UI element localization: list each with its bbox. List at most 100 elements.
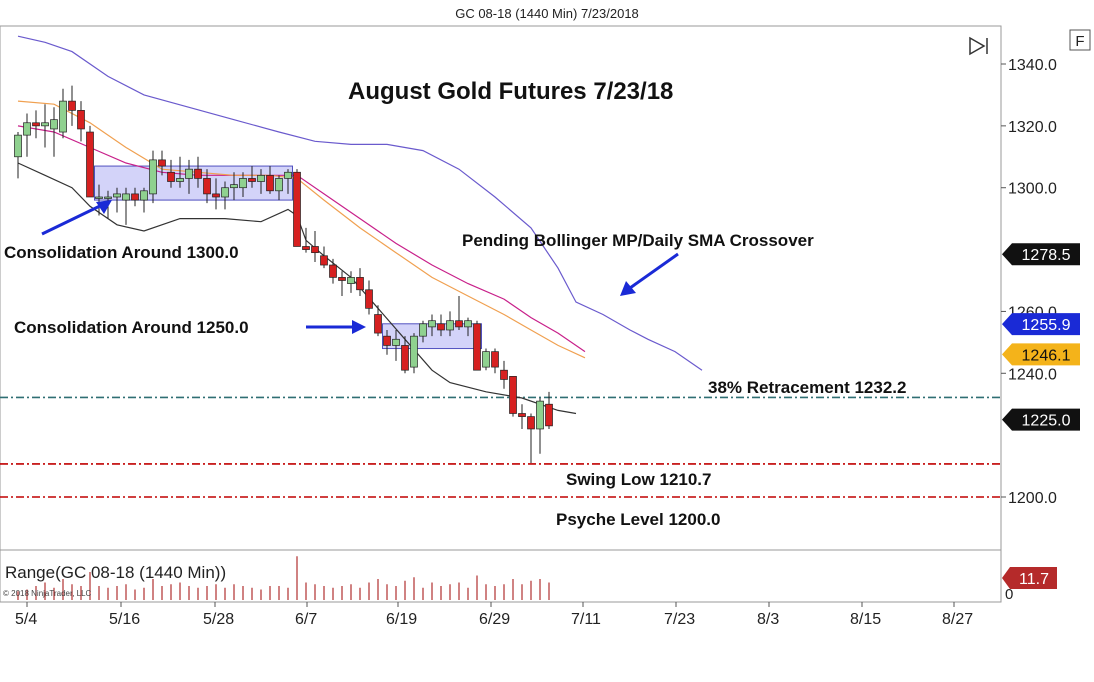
- bollinger-lower-line: [17, 162, 577, 415]
- candle-body: [140, 190, 148, 201]
- retracement-label: 38% Retracement 1232.2: [708, 378, 906, 397]
- psyche-level-label: Psyche Level 1200.0: [556, 510, 720, 529]
- candle-body: [14, 134, 22, 158]
- candle-body: [185, 168, 193, 179]
- range-current-value: 11.7: [1019, 571, 1049, 588]
- price-tag: [1002, 243, 1080, 266]
- candle-body: [437, 323, 445, 331]
- price-tags: 1278.5 1255.9 1246.1 1225.0: [1002, 243, 1080, 431]
- candle-body: [176, 178, 184, 182]
- candle-body: [77, 110, 85, 130]
- window-title: GC 08-18 (1440 Min) 7/23/2018: [455, 6, 639, 21]
- candle-body: [536, 400, 544, 430]
- candle-body: [86, 131, 94, 198]
- price-tag: [1002, 343, 1080, 366]
- price-tag: [1002, 313, 1080, 336]
- candle-body: [374, 314, 382, 334]
- candle-body: [131, 193, 139, 201]
- f-button-label: F: [1075, 33, 1084, 50]
- candle-body: [302, 246, 310, 250]
- candle-body: [248, 178, 256, 182]
- copyright-text: © 2018 NinjaTrader, LLC: [3, 589, 92, 598]
- candle-body: [275, 178, 283, 192]
- candle-body: [383, 335, 391, 346]
- candle-body: [221, 187, 229, 198]
- candle-body: [320, 255, 328, 266]
- x-axis: 5/4 5/16 5/28 6/7 6/19 6/29 7/11 7/23 8/3 8/15 8/2…: [15, 602, 973, 628]
- candle-body: [365, 289, 373, 309]
- candle-body: [194, 168, 202, 179]
- candle-body: [482, 351, 490, 368]
- x-tick-label: 5/4: [15, 611, 37, 628]
- candle-body: [203, 178, 211, 195]
- candle-body: [509, 376, 517, 414]
- candle-body: [230, 184, 238, 189]
- x-tick-label: 6/19: [386, 611, 417, 628]
- reference-lines: [0, 396, 1000, 498]
- x-tick-label: 6/29: [479, 611, 510, 628]
- candle-body: [527, 416, 535, 430]
- price-tag-label: 1225.0: [1022, 413, 1071, 430]
- candle-body: [167, 171, 175, 182]
- f-button[interactable]: F: [1069, 29, 1091, 51]
- candle-body: [545, 403, 553, 427]
- arrow-to-crossover: [620, 252, 679, 296]
- candle-body: [500, 369, 508, 380]
- x-tick-label: 7/11: [571, 611, 601, 628]
- y-tick-label: 1340.0: [1008, 57, 1057, 74]
- candle-body: [23, 122, 31, 136]
- candle-body: [401, 345, 409, 371]
- price-tag: [1002, 408, 1080, 431]
- candle-body: [158, 159, 166, 167]
- candle-body: [122, 193, 130, 201]
- x-tick-label: 7/23: [664, 611, 695, 628]
- y-tick-label: 1240.0: [1008, 366, 1057, 383]
- consolidation-1250-label: Consolidation Around 1250.0: [14, 318, 249, 337]
- daily-sma-line: [17, 100, 586, 359]
- candles: [14, 85, 553, 463]
- candle-body: [347, 277, 355, 284]
- consolidation-1300-label: Consolidation Around 1300.0: [4, 243, 239, 262]
- bollinger-upper-line: [17, 35, 703, 371]
- candle-body: [518, 413, 526, 417]
- candle-body: [59, 100, 67, 133]
- candle-body: [50, 119, 58, 130]
- candle-body: [266, 174, 274, 192]
- candle-body: [239, 178, 247, 189]
- bollinger-midpoint-line: [17, 125, 586, 353]
- candle-body: [410, 335, 418, 368]
- swing-low-label: Swing Low 1210.7: [566, 470, 712, 489]
- x-tick-label: 8/27: [942, 611, 973, 628]
- candle-body: [311, 246, 319, 254]
- indicator-overlays: [17, 35, 703, 415]
- candle-body: [338, 277, 346, 281]
- candle-body: [284, 171, 292, 179]
- candle-body: [41, 122, 49, 127]
- x-tick-label: 5/28: [203, 611, 234, 628]
- candle-body: [257, 174, 265, 182]
- y-tick-label: 1320.0: [1008, 119, 1057, 136]
- candle-body: [32, 122, 40, 127]
- range-bars: [17, 556, 550, 600]
- candle-body: [464, 320, 472, 328]
- x-tick-label: 5/16: [109, 611, 140, 628]
- arrow-to-zone-1300: [41, 200, 112, 236]
- range-current-tag: 11.7: [1002, 567, 1057, 589]
- scroll-to-end-icon[interactable]: [969, 36, 988, 56]
- x-tick-label: 8/3: [757, 611, 779, 628]
- candle-body: [392, 338, 400, 346]
- price-tag-label: 1246.1: [1022, 347, 1071, 364]
- y-tick-label: 1200.0: [1008, 490, 1057, 507]
- candle-body: [491, 351, 499, 368]
- arrow-to-zone-1250: [306, 320, 366, 334]
- candle-body: [149, 159, 157, 195]
- x-tick-label: 6/7: [295, 611, 317, 628]
- candle-body: [428, 320, 436, 328]
- price-tag-label: 1278.5: [1022, 247, 1071, 264]
- price-tag-label: 1255.9: [1022, 317, 1071, 334]
- candle-body: [293, 171, 301, 247]
- candle-body: [356, 277, 364, 291]
